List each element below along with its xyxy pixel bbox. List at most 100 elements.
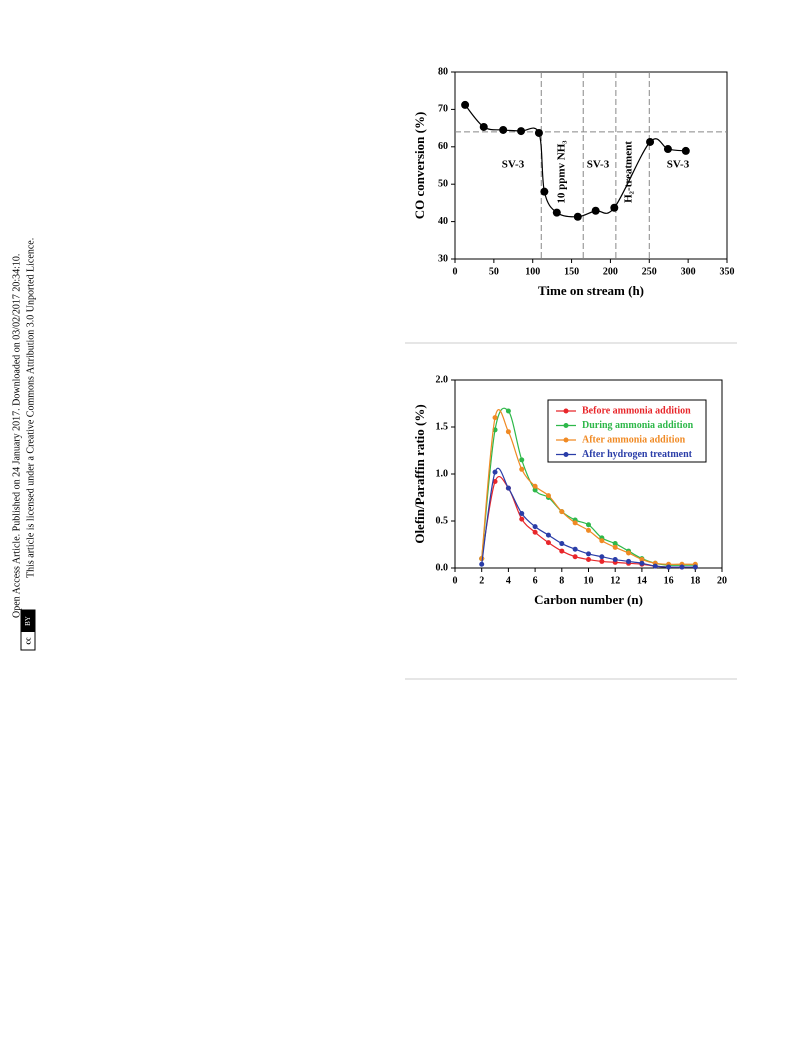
y-tick-label: 0.0 [436, 562, 449, 573]
data-point [572, 520, 578, 526]
data-point [552, 208, 561, 217]
data-point [532, 529, 538, 535]
data-point [679, 564, 685, 570]
annotation: SV-3 [502, 159, 525, 171]
badge-by: BY [24, 616, 32, 626]
licence-note: This article is licensed under a Creativ… [25, 238, 36, 578]
series-line [464, 104, 686, 218]
y-tick-label: 80 [438, 66, 448, 77]
data-point [626, 558, 632, 564]
legend-label: After hydrogen treatment [582, 449, 693, 460]
legend-marker [563, 437, 569, 443]
access-note: Open Access Article. Published on 24 Jan… [11, 254, 22, 618]
x-tick-label: 10 [584, 575, 594, 586]
data-point [612, 544, 618, 550]
data-point [517, 127, 526, 136]
x-tick-label: 100 [525, 266, 540, 277]
data-point [545, 532, 551, 538]
y-tick-label: 70 [438, 104, 448, 115]
data-point [559, 548, 565, 554]
x-tick-label: 14 [637, 575, 647, 586]
data-point [599, 538, 605, 544]
y-tick-label: 50 [438, 178, 448, 189]
data-point [646, 137, 655, 146]
data-point [532, 524, 538, 530]
y-axis-label: Olefin/Paraffin ratio (%) [412, 404, 427, 543]
data-point [626, 550, 632, 556]
data-point [532, 487, 538, 493]
data-point [639, 560, 645, 566]
annotation: SV-3 [587, 159, 610, 171]
data-point [492, 479, 498, 485]
data-point [461, 100, 470, 109]
legend-label: During ammonia addition [582, 420, 694, 431]
x-tick-label: 200 [603, 266, 618, 277]
data-point [505, 408, 511, 414]
y-tick-label: 40 [438, 216, 448, 227]
data-point [639, 557, 645, 563]
cc-badge: cc BY [20, 609, 36, 651]
legend-label: Before ammonia addition [582, 405, 691, 416]
x-tick-label: 8 [559, 575, 564, 586]
x-tick-label: 0 [453, 266, 458, 277]
data-point [532, 483, 538, 489]
data-point [666, 564, 672, 570]
data-point [540, 187, 549, 196]
data-point [479, 561, 485, 567]
data-point [681, 146, 690, 155]
data-point [586, 527, 591, 533]
legend-marker [563, 423, 569, 428]
data-point [505, 485, 511, 491]
x-tick-label: 12 [610, 575, 620, 586]
x-tick-label: 2 [479, 575, 484, 586]
y-tick-label: 2.0 [436, 374, 449, 385]
annotation: H₂-treatment [623, 141, 635, 203]
data-point [545, 493, 551, 499]
x-tick-label: 50 [489, 266, 499, 277]
sidebar: Open Access Article. Published on 24 Jan… [11, 238, 36, 618]
data-point [663, 145, 672, 154]
data-point [612, 541, 618, 547]
data-point [572, 546, 578, 552]
data-point [586, 557, 591, 563]
data-point [545, 540, 551, 546]
x-tick-label: 350 [720, 266, 735, 277]
data-point [479, 122, 488, 131]
data-point [499, 125, 508, 134]
data-point [610, 203, 619, 212]
x-tick-label: 150 [564, 266, 579, 277]
legend-box [547, 399, 707, 463]
x-tick-label: 20 [717, 575, 727, 586]
data-point [652, 563, 658, 569]
data-point [559, 509, 565, 515]
x-tick-label: 6 [533, 575, 538, 586]
annotation: 10 ppmv NH₃ [556, 140, 568, 204]
legend-label: After ammonia addition [582, 434, 686, 445]
data-point [591, 206, 600, 215]
x-tick-label: 16 [664, 575, 674, 586]
data-point [586, 522, 591, 528]
data-point [573, 212, 582, 221]
y-tick-label: 60 [438, 141, 448, 152]
x-tick-label: 18 [690, 575, 700, 586]
x-tick-label: 300 [681, 266, 696, 277]
badge-cc: cc [23, 637, 32, 645]
plot-frame [454, 71, 728, 260]
x-axis-label: Time on stream (h) [538, 283, 644, 298]
data-point [492, 469, 498, 475]
y-tick-label: 0.5 [436, 515, 449, 526]
badge-dark [21, 610, 35, 632]
data-point [559, 541, 565, 547]
y-tick-label: 30 [438, 253, 448, 264]
data-point [692, 564, 698, 570]
y-tick-label: 1.5 [436, 421, 449, 432]
data-point [492, 415, 498, 421]
x-tick-label: 0 [453, 575, 458, 586]
y-axis-label: CO conversion (%) [412, 112, 427, 220]
data-point [519, 457, 525, 463]
legend-marker [563, 452, 569, 457]
x-tick-label: 4 [506, 575, 511, 586]
legend-marker [563, 408, 569, 414]
